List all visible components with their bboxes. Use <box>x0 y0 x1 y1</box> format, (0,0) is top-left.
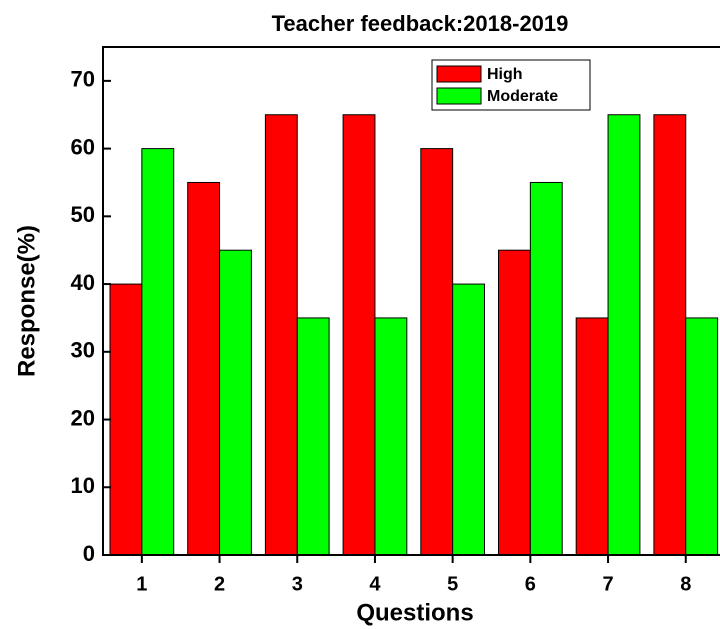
x-tick-label: 8 <box>680 573 691 595</box>
bar <box>497 249 531 556</box>
bar <box>374 317 408 556</box>
bar <box>529 181 563 556</box>
x-tick-label: 7 <box>602 573 613 595</box>
legend-swatch <box>436 65 482 83</box>
y-axis-label: Response(%) <box>13 225 40 377</box>
y-tick-label: 70 <box>71 67 95 92</box>
bar <box>264 114 298 556</box>
y-tick-label: 0 <box>83 541 95 566</box>
bar <box>452 283 486 556</box>
x-tick-label: 3 <box>292 573 303 595</box>
bar <box>187 181 221 556</box>
bar <box>653 114 687 556</box>
bar <box>141 148 175 556</box>
x-tick-label: 1 <box>136 573 147 595</box>
y-tick-label: 50 <box>71 202 95 227</box>
bar <box>575 317 609 556</box>
chart-title: Teacher feedback:2018-2019 <box>272 11 569 36</box>
legend-label: Moderate <box>487 88 558 105</box>
legend-swatch <box>436 87 482 105</box>
bar <box>607 114 641 556</box>
bar <box>342 114 376 556</box>
y-tick-label: 20 <box>71 405 95 430</box>
y-tick-label: 60 <box>71 134 95 159</box>
bar <box>296 317 330 556</box>
legend-label: High <box>487 66 523 83</box>
y-tick-label: 40 <box>71 270 95 295</box>
bar <box>685 317 719 556</box>
x-axis-label: Questions <box>356 599 473 626</box>
x-tick-label: 2 <box>214 573 225 595</box>
bar <box>420 148 454 556</box>
x-tick-label: 5 <box>447 573 458 595</box>
plot-frame <box>102 46 720 556</box>
y-tick-label: 10 <box>71 473 95 498</box>
bar <box>219 249 252 556</box>
x-tick-label: 4 <box>369 573 381 595</box>
bar <box>109 283 143 556</box>
y-tick-label: 30 <box>71 338 95 363</box>
x-tick-label: 6 <box>525 573 536 595</box>
